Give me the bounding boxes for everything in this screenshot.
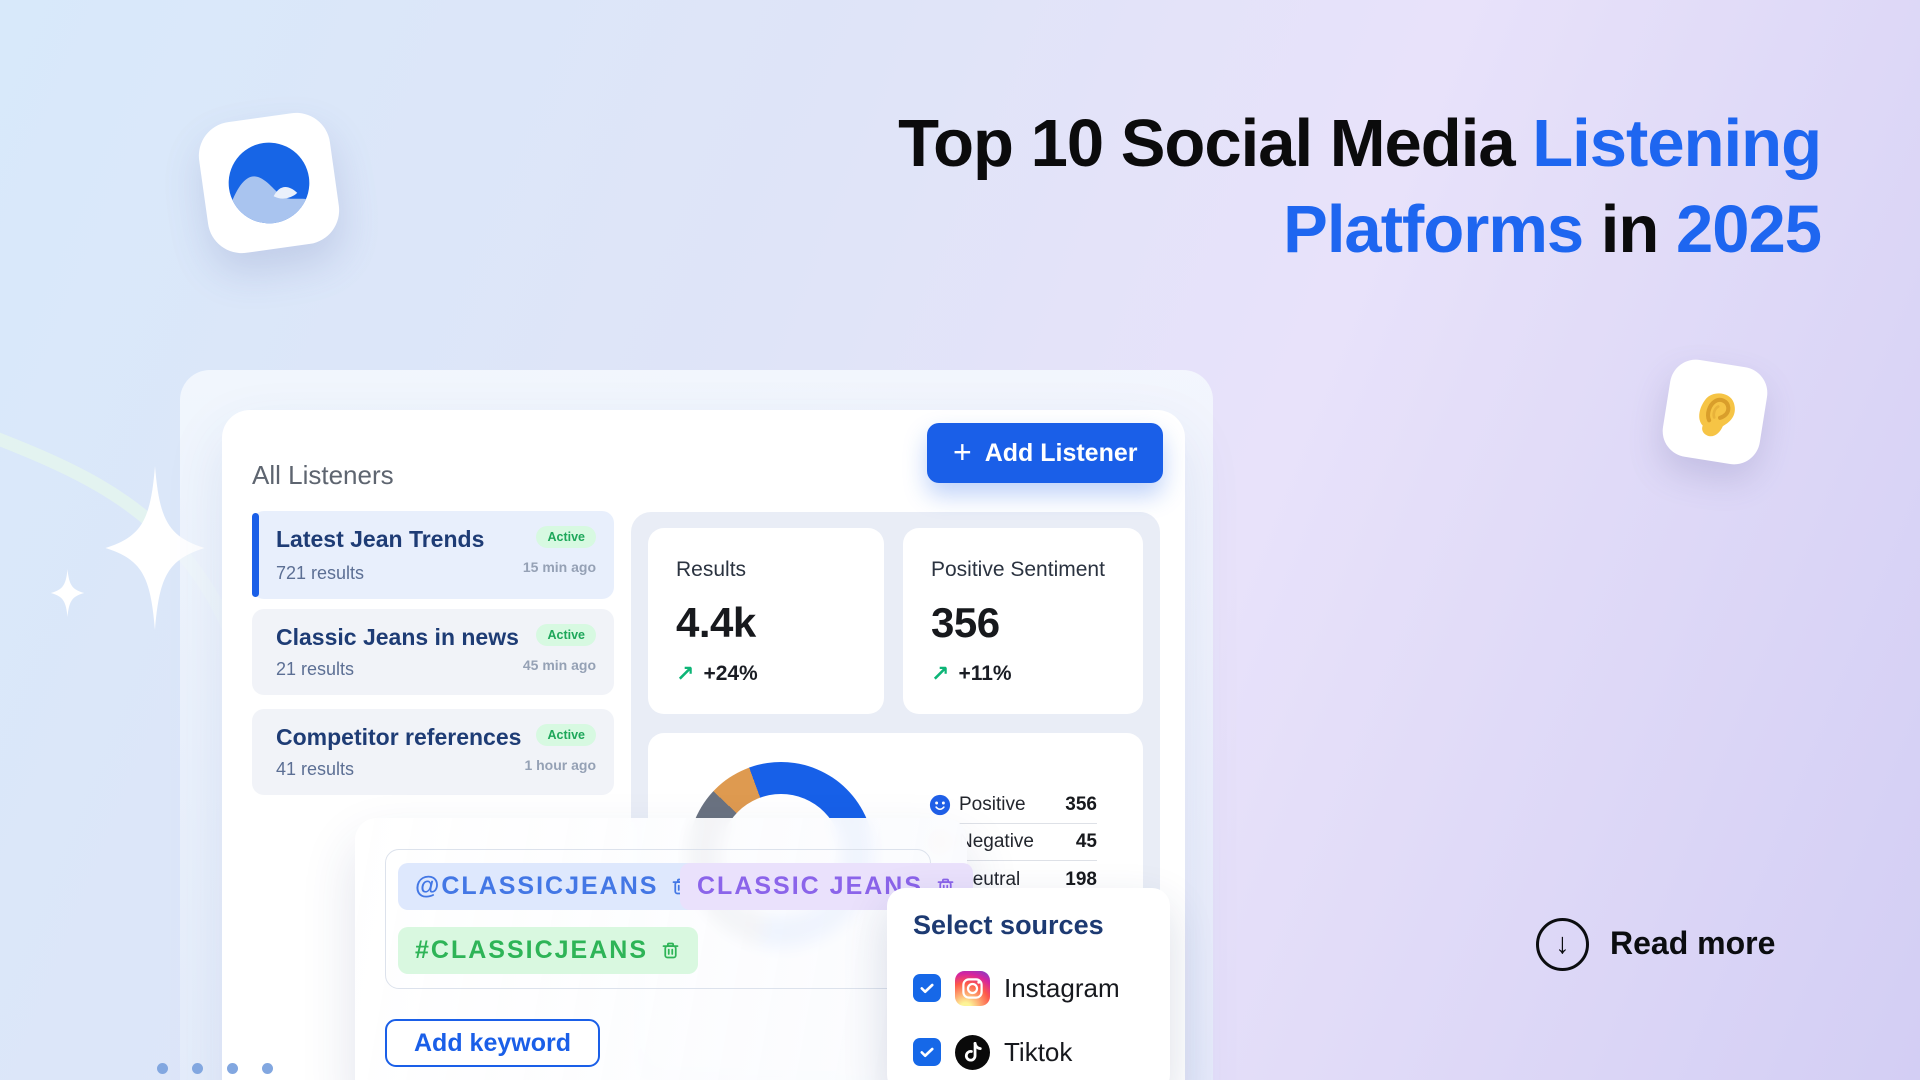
stat-trend: +24% [703, 662, 758, 685]
source-row-tiktok[interactable]: Tiktok [913, 1030, 1072, 1074]
listener-item-classic-jeans-in-news[interactable]: Classic Jeans in news 21 results Active … [252, 609, 614, 695]
listener-time: 1 hour ago [524, 757, 596, 773]
instagram-icon [955, 970, 990, 1006]
title-line-2: Platforms in 2025 [1283, 192, 1822, 267]
ear-icon [1699, 393, 1735, 437]
listener-item-latest-jean-trends[interactable]: Latest Jean Trends 721 results Active 15… [252, 511, 614, 599]
listener-results: 721 results [276, 563, 365, 583]
stat-value: 4.4k [676, 599, 756, 646]
tiktok-icon [955, 1034, 990, 1070]
tiktok-checkbox[interactable] [913, 1038, 941, 1066]
listeners-header: All Listeners [252, 460, 394, 490]
keyword-chip-hashtag[interactable]: #CLASSICJEANS [398, 927, 698, 974]
select-sources-title: Select sources [913, 910, 1104, 940]
ear-emoji-card [1658, 355, 1772, 469]
positive-sentiment-stat-card: Positive Sentiment 356 ↗ +11% [903, 528, 1143, 714]
add-listener-button[interactable]: + Add Listener [927, 423, 1164, 483]
trend-up-icon: ↗ [676, 661, 695, 686]
status-badge: Active [536, 624, 596, 646]
pagination-dot-3[interactable] [227, 1063, 238, 1074]
check-icon [920, 983, 934, 994]
status-badge: Active [536, 526, 596, 548]
pagination-dot-4[interactable] [262, 1063, 273, 1074]
listener-name: Classic Jeans in news [276, 624, 519, 650]
keyword-chip-mention[interactable]: @CLASSICJEANS [398, 863, 709, 910]
listener-name: Competitor references [276, 724, 522, 750]
listener-time: 45 min ago [522, 657, 596, 673]
brand-logo-card [194, 108, 344, 258]
read-more-label[interactable]: Read more [1610, 925, 1776, 961]
trash-icon[interactable] [660, 940, 681, 961]
title-line-1: Top 10 Social Media Listening [898, 106, 1822, 181]
legend-row-positive: Positive 356 [929, 787, 1097, 824]
pagination-dot-1[interactable] [157, 1063, 168, 1074]
results-stat-card: Results 4.4k ↗ +24% [648, 528, 884, 714]
status-badge: Active [536, 724, 596, 746]
stat-value: 356 [931, 599, 1000, 646]
instagram-checkbox[interactable] [913, 974, 941, 1002]
trend-up-icon: ↗ [931, 661, 950, 686]
source-row-instagram[interactable]: Instagram [913, 966, 1120, 1010]
plus-icon: + [953, 433, 972, 470]
check-icon [920, 1047, 934, 1058]
stat-label: Results [676, 558, 747, 581]
listener-item-competitor-references[interactable]: Competitor references 41 results Active … [252, 709, 614, 795]
arrow-down-icon: ↓ [1555, 928, 1570, 960]
pagination-dot-2[interactable] [192, 1063, 203, 1074]
page-title: Top 10 Social Media Listening Platforms … [898, 101, 1822, 273]
listener-results: 21 results [276, 659, 355, 679]
listener-name: Latest Jean Trends [276, 526, 485, 552]
mountain-logo-icon [228, 142, 315, 229]
add-keyword-button[interactable]: Add keyword [385, 1019, 600, 1067]
positive-smiley-icon [929, 794, 951, 816]
stat-label: Positive Sentiment [931, 558, 1105, 581]
listener-results: 41 results [276, 759, 355, 779]
stat-trend: +11% [958, 662, 1012, 685]
listener-time: 15 min ago [522, 559, 596, 575]
sparkle-small-icon [50, 569, 85, 617]
read-more-button[interactable]: ↓ [1536, 918, 1589, 971]
